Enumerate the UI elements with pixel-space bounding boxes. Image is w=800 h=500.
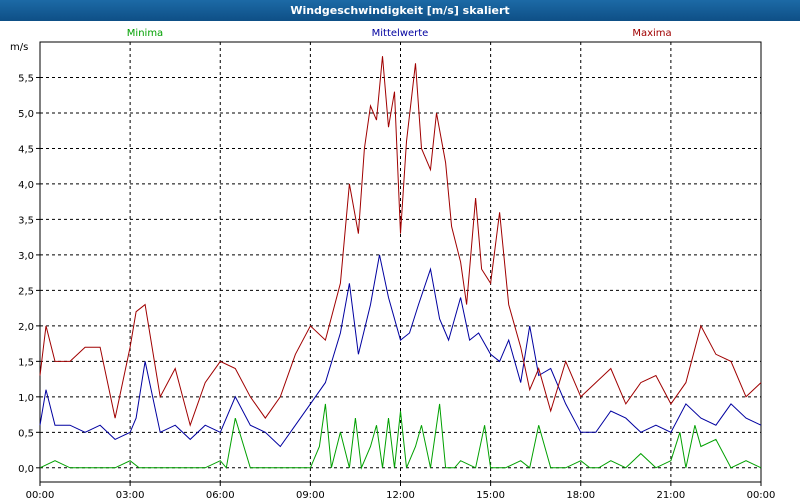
series-line-minima <box>39 403 762 470</box>
legend-maxima: Maxima <box>632 28 671 39</box>
y-tick-label: 1,5 <box>18 357 34 368</box>
y-tick-label: 2,5 <box>18 286 34 297</box>
window-title: Windgeschwindigkeit [m/s] skaliert <box>0 0 800 21</box>
series-line-maxima <box>39 56 762 427</box>
y-tick-label: 1,0 <box>18 393 34 404</box>
y-tick-label: 3,0 <box>18 251 34 262</box>
y-tick-label: 2,0 <box>18 322 34 333</box>
y-tick-label: 3,5 <box>18 215 34 226</box>
series-line-mittelwerte <box>39 254 762 448</box>
line-chart: m/s 0,0 0,5 1,0 1,5 2,0 2,5 3,0 3,5 4,0 4,5 5,0 5,5… <box>10 28 776 500</box>
y-tick-label: 0,5 <box>18 428 34 439</box>
grid-lines <box>40 42 761 482</box>
legend-mittelwerte: Mittelwerte <box>372 28 429 39</box>
y-tick-label: 5,5 <box>18 73 34 84</box>
x-tick-time: 06:00 <box>206 490 235 500</box>
x-tick-time: 15:00 <box>476 490 505 500</box>
legend-minima: Minima <box>127 28 163 39</box>
y-axis-ticks: 0,0 0,5 1,0 1,5 2,0 2,5 3,0 3,5 4,0 4,5 5,0 5,5 <box>18 73 40 475</box>
y-tick-label: 5,0 <box>18 109 34 120</box>
y-tick-label: 0,0 <box>18 464 34 475</box>
y-tick-label: 4,0 <box>18 180 34 191</box>
x-tick-time: 03:00 <box>116 490 145 500</box>
legend: Minima Mittelwerte Maxima <box>127 28 672 39</box>
x-tick-time: 00:00 <box>747 490 776 500</box>
x-tick-time: 18:00 <box>566 490 595 500</box>
x-tick-time: 21:00 <box>656 490 685 500</box>
x-tick-time: 00:00 <box>26 490 55 500</box>
x-tick-time: 09:00 <box>296 490 325 500</box>
series-lines <box>39 56 762 470</box>
y-tick-label: 4,5 <box>18 144 34 155</box>
y-axis-label: m/s <box>10 42 28 53</box>
x-tick-time: 12:00 <box>386 490 415 500</box>
x-axis-ticks: 00:0009.09.1803:0009.09.1806:0009.09.180… <box>26 482 776 500</box>
